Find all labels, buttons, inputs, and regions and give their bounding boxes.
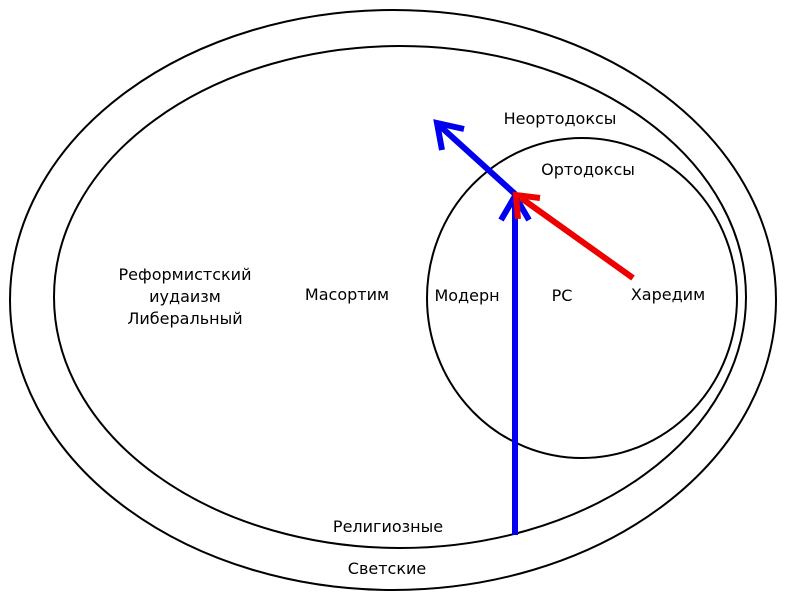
- label-secular: Светские: [348, 559, 426, 578]
- religious-ellipse: [53, 45, 747, 549]
- label-masorti: Масортим: [305, 285, 389, 304]
- label-orthodox: Ортодоксы: [541, 160, 635, 179]
- label-reform-line3: Либеральный: [127, 309, 242, 328]
- secular-ellipse: [9, 9, 777, 591]
- label-reform-line1: Реформистский: [119, 265, 252, 284]
- label-religious: Религиозные: [333, 517, 443, 536]
- label-reform-line2: иудаизм: [149, 287, 221, 306]
- label-rs: РС: [552, 286, 573, 305]
- orthodox-circle: [426, 137, 738, 459]
- red-arrow: [512, 191, 635, 281]
- blue-arrow-vertical: [498, 190, 532, 535]
- blue-arrow-diagonal: [433, 119, 518, 197]
- label-modern: Модерн: [434, 286, 499, 305]
- label-haredim: Харедим: [631, 285, 705, 304]
- label-neo-orthodox: Неортодоксы: [504, 109, 617, 128]
